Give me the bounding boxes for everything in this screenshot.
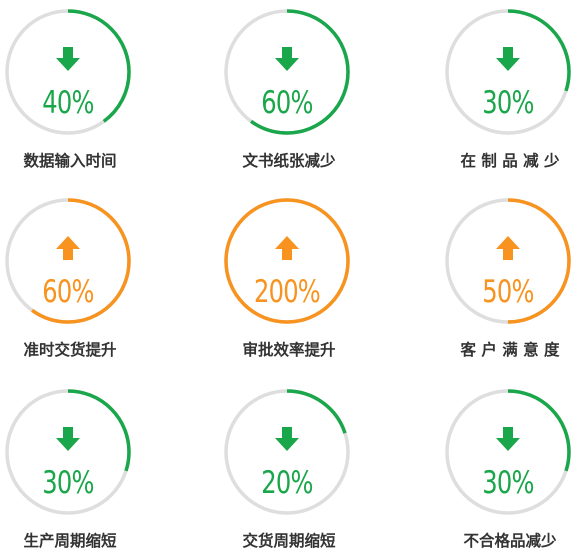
progress-ring	[224, 198, 350, 324]
metric-card: 60% 准时交货提升	[2, 191, 142, 366]
metric-card: 40% 数据输入时间	[2, 2, 142, 177]
progress-ring	[5, 389, 131, 515]
arrow-down-icon	[275, 47, 299, 71]
metric-card: 30% 在 制 品 减 少	[442, 2, 581, 177]
metric-label: 在 制 品 减 少	[460, 152, 560, 170]
metric-card: 30% 不合格品减少	[442, 382, 581, 557]
arrow-up-icon	[275, 236, 299, 260]
progress-arc	[445, 9, 571, 135]
percentage-value: 50%	[482, 274, 534, 310]
metric-label: 文书纸张减少	[242, 152, 336, 170]
percentage-value: 30%	[482, 85, 534, 121]
arrow-down-icon	[275, 427, 299, 451]
metric-label: 生产周期缩短	[23, 532, 117, 550]
progress-ring	[445, 198, 571, 324]
metric-label: 客 户 满 意 度	[460, 341, 560, 359]
arrow-down-icon	[496, 47, 520, 71]
arrow-up-icon	[56, 236, 80, 260]
progress-arc	[224, 9, 350, 135]
progress-arc	[445, 389, 571, 515]
progress-ring	[445, 389, 571, 515]
metric-card: 200% 审批效率提升	[221, 191, 361, 366]
arrow-down-icon	[496, 427, 520, 451]
progress-arc	[445, 198, 571, 324]
progress-arc	[5, 9, 131, 135]
progress-arc	[5, 198, 131, 324]
progress-ring	[445, 9, 571, 135]
metric-card: 50% 客 户 满 意 度	[442, 191, 581, 366]
percentage-value: 200%	[253, 274, 321, 310]
progress-arc	[224, 389, 350, 515]
metric-card: 30% 生产周期缩短	[2, 382, 142, 557]
percentage-value: 60%	[261, 85, 313, 121]
progress-ring	[224, 389, 350, 515]
progress-ring	[5, 198, 131, 324]
metric-label: 数据输入时间	[23, 152, 117, 170]
metric-card: 60% 文书纸张减少	[221, 2, 361, 177]
arrow-down-icon	[56, 47, 80, 71]
metric-label: 不合格品减少	[463, 532, 557, 550]
percentage-value: 30%	[482, 465, 534, 501]
metric-label: 交货周期缩短	[242, 532, 336, 550]
progress-ring	[224, 9, 350, 135]
arrow-down-icon	[56, 427, 80, 451]
metric-label: 审批效率提升	[242, 341, 336, 359]
percentage-value: 40%	[42, 85, 94, 121]
metric-label: 准时交货提升	[23, 341, 117, 359]
progress-arc	[5, 389, 131, 515]
metric-card: 20% 交货周期缩短	[221, 382, 361, 557]
percentage-value: 60%	[42, 274, 94, 310]
progress-arc	[224, 198, 350, 324]
percentage-value: 20%	[261, 465, 313, 501]
percentage-value: 30%	[42, 465, 94, 501]
progress-ring	[5, 9, 131, 135]
arrow-up-icon	[496, 236, 520, 260]
